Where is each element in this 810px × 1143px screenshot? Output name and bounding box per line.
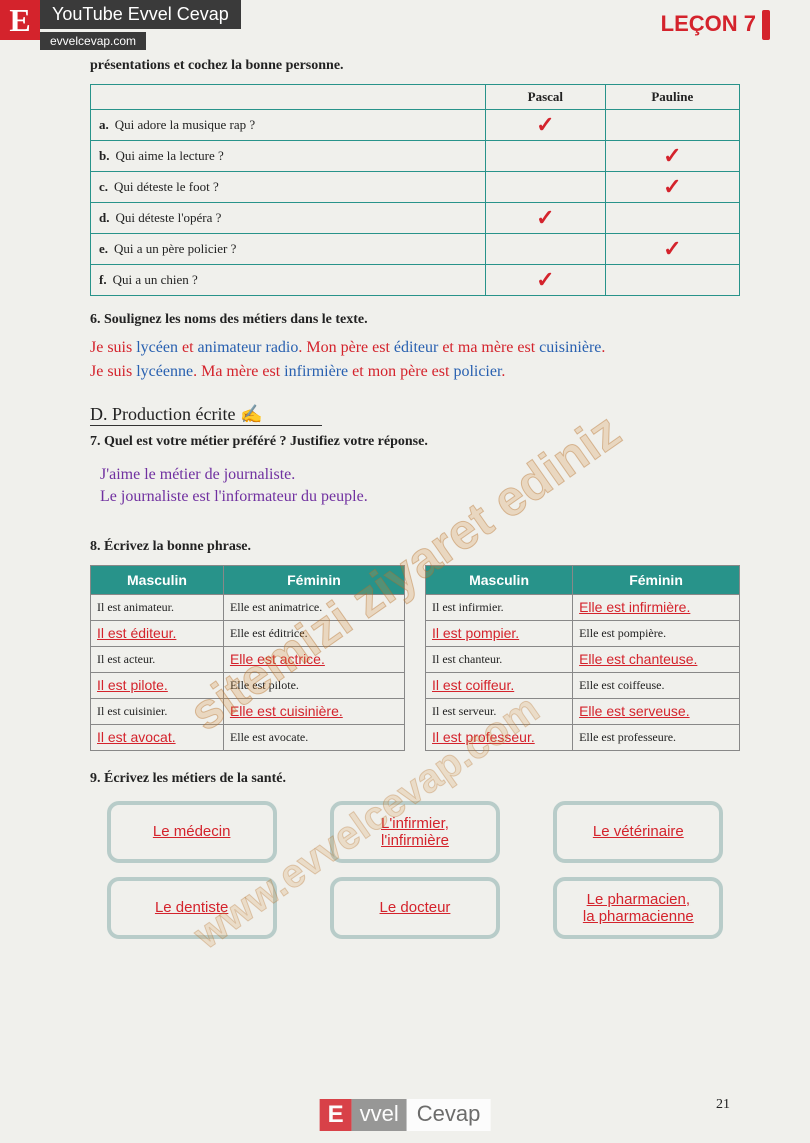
table-row-q: f.Qui a un chien ? bbox=[91, 265, 486, 296]
check-pauline bbox=[605, 110, 739, 141]
cell-masc: Il est acteur. bbox=[91, 646, 224, 672]
page-number: 21 bbox=[716, 1097, 730, 1113]
check-pauline: ✓ bbox=[605, 234, 739, 265]
check-pascal: ✓ bbox=[486, 203, 606, 234]
cell-masc: Il est infirmier. bbox=[426, 594, 573, 620]
cell-fem: Elle est éditrice. bbox=[223, 620, 404, 646]
e-logo: E bbox=[0, 0, 40, 40]
cell-fem: Elle est infirmière. bbox=[573, 594, 740, 620]
check-pascal: ✓ bbox=[486, 265, 606, 296]
cell-fem: Elle est cuisinière. bbox=[223, 698, 404, 724]
cell-fem: Elle est serveuse. bbox=[573, 698, 740, 724]
answer-box: L'infirmier,l'infirmière bbox=[330, 801, 500, 863]
cell-fem: Elle est professeure. bbox=[573, 724, 740, 750]
cell-masc: Il est coiffeur. bbox=[426, 672, 573, 698]
instruction-6: 6. Soulignez les noms des métiers dans l… bbox=[90, 312, 740, 328]
cell-masc: Il est pompier. bbox=[426, 620, 573, 646]
table-row-q: b.Qui aime la lecture ? bbox=[91, 141, 486, 172]
lecon-label: LEÇON 7 bbox=[661, 10, 770, 40]
cell-masc: Il est serveur. bbox=[426, 698, 573, 724]
cell-masc: Il est cuisinier. bbox=[91, 698, 224, 724]
answer-box: Le dentiste bbox=[107, 877, 277, 939]
instruction-7: 7. Quel est votre métier préféré ? Justi… bbox=[90, 434, 740, 450]
table-mf-right: MasculinFéminin Il est infirmier.Elle es… bbox=[425, 565, 740, 751]
table-row-q: e.Qui a un père policier ? bbox=[91, 234, 486, 265]
check-pascal bbox=[486, 234, 606, 265]
check-pascal: ✓ bbox=[486, 110, 606, 141]
table-row-q: c.Qui déteste le foot ? bbox=[91, 172, 486, 203]
footer-logo: EvvelCevap bbox=[320, 1099, 491, 1131]
check-pauline bbox=[605, 265, 739, 296]
table-row-q: d.Qui déteste l'opéra ? bbox=[91, 203, 486, 234]
check-pauline bbox=[605, 203, 739, 234]
cell-fem: Elle est pilote. bbox=[223, 672, 404, 698]
th-pascal: Pascal bbox=[486, 85, 606, 110]
cell-masc: Il est animateur. bbox=[91, 594, 224, 620]
answer-box: Le médecin bbox=[107, 801, 277, 863]
cell-fem: Elle est avocate. bbox=[223, 724, 404, 750]
answer-box: Le vétérinaire bbox=[553, 801, 723, 863]
section-d-title: D. Production écrite ✍ bbox=[90, 404, 322, 426]
th-pauline: Pauline bbox=[605, 85, 739, 110]
cell-fem: Elle est coiffeuse. bbox=[573, 672, 740, 698]
cell-masc: Il est professeur. bbox=[426, 724, 573, 750]
cell-fem: Elle est animatrice. bbox=[223, 594, 404, 620]
table-row-q: a.Qui adore la musique rap ? bbox=[91, 110, 486, 141]
answer-box: Le docteur bbox=[330, 877, 500, 939]
cell-fem: Elle est pompière. bbox=[573, 620, 740, 646]
tables-row: MasculinFéminin Il est animateur.Elle es… bbox=[90, 565, 740, 751]
check-pauline: ✓ bbox=[605, 172, 739, 203]
cell-masc: Il est chanteur. bbox=[426, 646, 573, 672]
instruction-5: présentations et cochez la bonne personn… bbox=[90, 58, 740, 74]
ex7-answer: J'aime le métier de journaliste. Le jour… bbox=[100, 464, 740, 509]
check-pascal bbox=[486, 172, 606, 203]
check-pauline: ✓ bbox=[605, 141, 739, 172]
th-empty bbox=[91, 85, 486, 110]
site-url: evvelcevap.com bbox=[40, 32, 146, 50]
cell-masc: Il est éditeur. bbox=[91, 620, 224, 646]
youtube-label: YouTube Evvel Cevap bbox=[40, 0, 241, 29]
ex6-text: Je suis lycéen et animateur radio. Mon p… bbox=[90, 336, 740, 384]
boxes-row-2: Le dentiste Le docteur Le pharmacien,la ph… bbox=[90, 877, 740, 939]
check-pascal bbox=[486, 141, 606, 172]
instruction-9: 9. Écrivez les métiers de la santé. bbox=[90, 771, 740, 787]
table-mf-left: MasculinFéminin Il est animateur.Elle es… bbox=[90, 565, 405, 751]
instruction-8: 8. Écrivez la bonne phrase. bbox=[90, 539, 740, 555]
cell-masc: Il est pilote. bbox=[91, 672, 224, 698]
cell-fem: Elle est actrice. bbox=[223, 646, 404, 672]
table-pascal-pauline: Pascal Pauline a.Qui adore la musique ra… bbox=[90, 84, 740, 296]
cell-fem: Elle est chanteuse. bbox=[573, 646, 740, 672]
page-content: présentations et cochez la bonne personn… bbox=[0, 0, 810, 973]
boxes-row-1: Le médecin L'infirmier,l'infirmière Le vét… bbox=[90, 801, 740, 863]
answer-box: Le pharmacien,la pharmacienne bbox=[553, 877, 723, 939]
cell-masc: Il est avocat. bbox=[91, 724, 224, 750]
